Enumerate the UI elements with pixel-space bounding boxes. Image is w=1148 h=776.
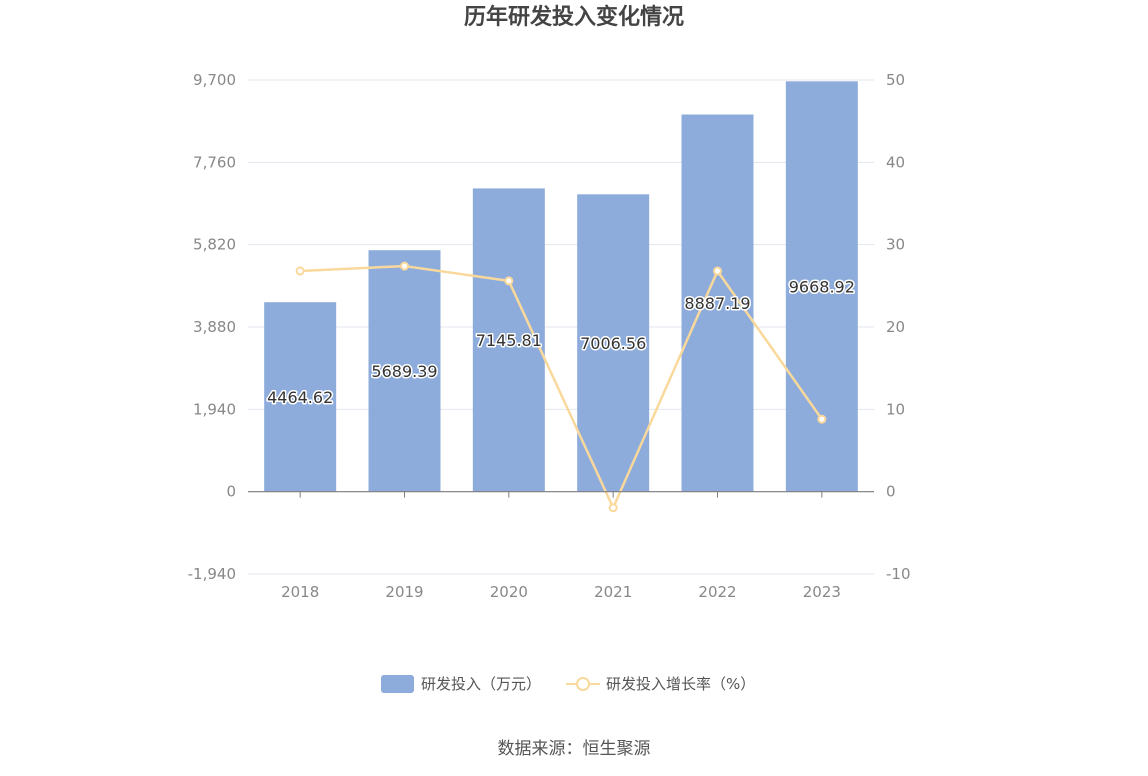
y-left-tick-label: 3,880 [193, 318, 236, 336]
y-right-tick-label: 10 [886, 400, 905, 418]
growth-point [608, 503, 618, 513]
growth-point [504, 276, 514, 286]
x-tick-label: 2023 [803, 583, 841, 601]
y-left-tick-label: 5,820 [193, 236, 236, 254]
legend[interactable]: 研发投入（万元） 研发投入增长率（%） [381, 675, 755, 693]
bar-labels: 4464.62 5689.39 7145.81 7006.56 8887.19 9668.… [266, 276, 857, 408]
x-tick-label: 2019 [385, 583, 423, 601]
bar-data-label: 8887.19 [684, 294, 750, 313]
y-right-tick-label: 50 [886, 71, 905, 89]
chart-title: 历年研发投入变化情况 [464, 4, 684, 30]
bar-data-label: 7006.56 [580, 334, 646, 353]
x-tick-label: 2022 [698, 583, 736, 601]
bar-data-label: 4464.62 [267, 388, 333, 407]
legend-bar-label[interactable]: 研发投入（万元） [421, 675, 541, 693]
y-right-tick-label: 40 [886, 153, 905, 171]
growth-line-series [295, 261, 827, 513]
bar-series [264, 81, 858, 492]
legend-line-label[interactable]: 研发投入增长率（%） [606, 675, 755, 693]
y-left-tick-label: -1,940 [188, 565, 236, 583]
growth-point [295, 266, 305, 276]
y-right-tick-label: 20 [886, 318, 905, 336]
y-left-tick-label: 7,760 [193, 153, 236, 171]
bar-data-label: 5689.39 [371, 362, 437, 381]
growth-point [713, 266, 722, 276]
legend-bar-swatch [381, 675, 414, 693]
y-right-tick-label: 0 [886, 483, 896, 501]
legend-line-marker [576, 677, 590, 691]
bar-data-label: 7145.81 [476, 331, 542, 350]
axes: 9,700 50 7,760 40 5,820 30 3,880 20 1,940 10 0 0 -1,… [188, 71, 911, 601]
bar [264, 302, 337, 492]
x-tick-label: 2021 [594, 583, 632, 601]
source-note: 数据来源：恒生聚源 [498, 739, 651, 759]
bar [577, 194, 650, 492]
y-left-tick-label: 9,700 [193, 71, 236, 89]
y-right-tick-label: -10 [886, 565, 911, 583]
growth-line [300, 264, 823, 511]
growth-point [817, 414, 827, 424]
grid [248, 79, 874, 575]
y-left-tick-label: 1,940 [193, 400, 236, 418]
bar [472, 188, 545, 492]
bar [368, 250, 441, 492]
y-right-tick-label: 30 [886, 236, 905, 254]
y-left-tick-label: 0 [226, 483, 236, 501]
bar-data-label: 9668.92 [789, 277, 855, 296]
x-tick-label: 2018 [281, 583, 319, 601]
x-tick-label: 2020 [490, 583, 528, 601]
growth-point [400, 261, 409, 271]
